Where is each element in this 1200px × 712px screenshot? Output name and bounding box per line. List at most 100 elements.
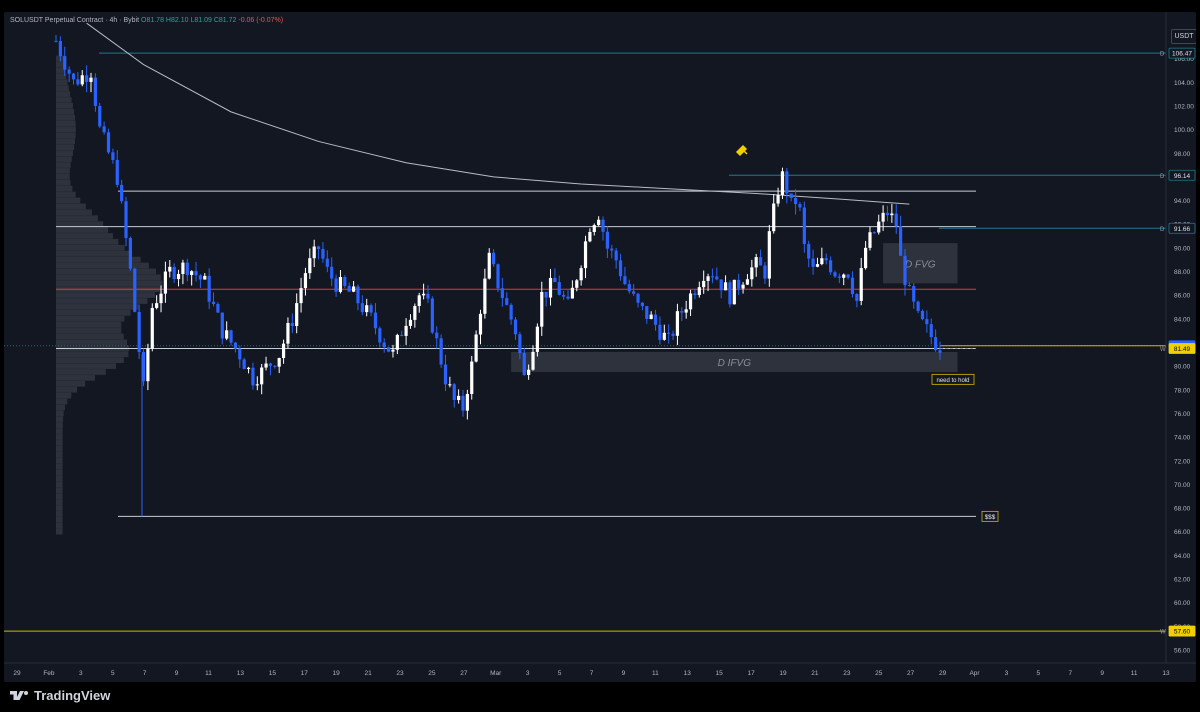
candle-body — [181, 262, 185, 274]
candle-body — [54, 40, 58, 42]
volume-profile-bar — [56, 339, 128, 346]
note-need-to-hold: need to hold — [936, 378, 969, 384]
y-tick-label: 100.00 — [1174, 127, 1194, 134]
volume-profile-bar — [56, 304, 139, 310]
x-tick-label: Apr — [969, 670, 980, 677]
candle-body — [330, 266, 334, 279]
candle-body — [890, 213, 894, 216]
y-tick-label: 76.00 — [1174, 411, 1191, 418]
volume-profile-bar — [56, 168, 70, 174]
candle-body — [583, 241, 588, 269]
zone-d-ifvg — [511, 351, 958, 373]
candle-body — [802, 207, 806, 245]
level-side-marker: W — [1160, 347, 1166, 353]
volume-profile-bar — [56, 179, 71, 186]
candle-body — [299, 288, 303, 304]
x-tick-label: 7 — [143, 670, 147, 677]
y-tick-label: 80.00 — [1174, 364, 1191, 371]
note-liquidity: $$$ — [985, 514, 996, 521]
y-tick-label: 94.00 — [1174, 198, 1191, 205]
volume-profile-bar — [56, 274, 161, 281]
candle-body — [203, 275, 207, 280]
x-tick-label: 15 — [269, 670, 277, 677]
volume-profile-bar — [56, 85, 69, 91]
candle-body — [71, 73, 76, 80]
candle-body — [365, 305, 369, 313]
x-tick-label: 27 — [460, 670, 468, 677]
candle-body — [741, 284, 745, 289]
brand-name: TradingView — [34, 688, 111, 703]
candle-body — [842, 274, 846, 278]
candle-body — [120, 184, 124, 202]
candle-body — [920, 310, 925, 320]
candle-body — [286, 322, 290, 344]
x-tick-label: 19 — [333, 670, 341, 677]
volume-profile-bar — [56, 191, 76, 198]
candle-body — [597, 219, 601, 226]
candle-body — [378, 328, 382, 343]
volume-profile-bar — [56, 138, 76, 145]
candle-body — [273, 365, 277, 367]
candle-body — [369, 305, 373, 313]
volume-profile-bar — [56, 156, 72, 162]
chart-background — [4, 12, 1196, 682]
candle-body — [710, 276, 715, 278]
candle-body — [435, 332, 439, 339]
candle-body — [719, 279, 723, 291]
volume-profile-bar — [56, 375, 96, 381]
candle-body — [207, 275, 211, 302]
currency-selector[interactable]: USDT — [1171, 29, 1196, 44]
candle-body — [343, 277, 347, 286]
candle-body — [688, 293, 693, 310]
x-tick-label: 7 — [590, 670, 594, 677]
candle-body — [850, 277, 855, 294]
volume-profile-bar — [56, 380, 86, 387]
candle-body — [636, 293, 640, 303]
candle-body — [198, 275, 203, 280]
x-tick-label: 3 — [526, 670, 530, 677]
candle-body — [903, 255, 907, 286]
candle-body — [776, 194, 780, 204]
volume-profile-bar — [56, 522, 63, 529]
volume-profile-bar — [56, 333, 124, 340]
change-value: -0.06 (-0.07%) — [238, 17, 284, 24]
candle-body — [80, 75, 84, 85]
candle-body — [98, 105, 102, 127]
candle-body — [500, 288, 504, 299]
volume-profile-bar — [56, 203, 86, 210]
candle-body — [76, 79, 80, 85]
candle-body — [124, 201, 128, 239]
volume-profile-bar — [56, 233, 113, 239]
volume-profile-bar — [56, 315, 125, 322]
candle-body — [513, 319, 518, 335]
volume-profile-bar — [56, 132, 76, 139]
candle-body — [618, 260, 623, 277]
candle-body — [518, 334, 522, 354]
x-tick-label: 17 — [747, 670, 755, 677]
note-box — [931, 373, 975, 385]
high-value: H82.10 — [165, 17, 189, 24]
candle-body — [334, 278, 338, 292]
y-tick-label: 72.00 — [1174, 458, 1191, 465]
volume-profile-bar — [56, 298, 148, 304]
volume-profile-bar — [56, 481, 63, 488]
candle-body — [684, 309, 688, 313]
volume-profile-bar — [56, 398, 68, 405]
candle-body — [868, 232, 872, 248]
y-tick-label: 102.00 — [1174, 103, 1194, 110]
candle-body — [496, 264, 500, 289]
volume-profile-bar — [56, 221, 104, 227]
x-tick-label: 3 — [1005, 670, 1009, 677]
symbol-header: SOLUSDT Perpetual Contract · 4h · Bybit … — [10, 17, 283, 24]
candle-body — [509, 304, 513, 320]
candle-body — [723, 282, 728, 291]
candle-body — [846, 274, 850, 278]
x-tick-label: 27 — [907, 670, 915, 677]
x-tick-label: 11 — [1131, 670, 1138, 677]
x-tick-label: 9 — [622, 670, 626, 677]
candle-body — [448, 384, 452, 386]
candle-body — [89, 77, 93, 82]
candle-body — [255, 384, 259, 386]
